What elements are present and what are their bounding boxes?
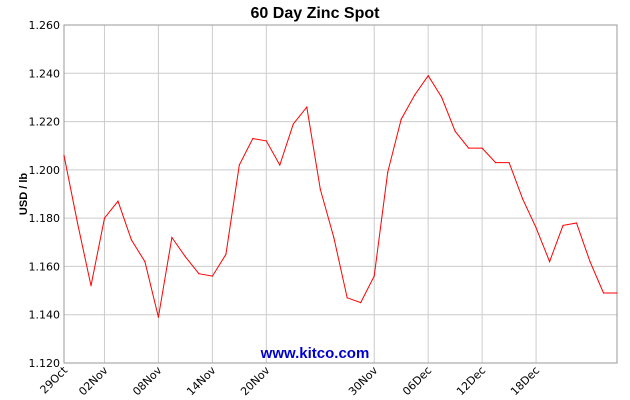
- data-point: [117, 200, 119, 202]
- data-point: [265, 140, 267, 142]
- x-tick-label: 06Dec: [400, 364, 434, 398]
- data-point: [333, 236, 335, 239]
- x-tick-label: 14Nov: [184, 364, 219, 399]
- data-point: [454, 130, 456, 132]
- data-point: [238, 164, 240, 166]
- data-point: [184, 256, 186, 258]
- data-point: [157, 316, 160, 318]
- data-point: [90, 285, 92, 287]
- x-tick-label: 08Nov: [130, 364, 165, 399]
- grid: [63, 24, 617, 364]
- data-point: [171, 236, 173, 239]
- data-point: [225, 253, 227, 255]
- data-point: [103, 217, 106, 219]
- data-point: [63, 154, 65, 156]
- data-point: [76, 222, 79, 224]
- chart-title: 60 Day Zinc Spot: [251, 5, 381, 22]
- y-tick-label: 1.260: [29, 19, 61, 32]
- data-point: [562, 224, 564, 226]
- data-point: [535, 227, 537, 229]
- data-point: [495, 162, 497, 164]
- x-tick-label: 30Nov: [346, 364, 381, 399]
- data-point: [589, 261, 591, 263]
- data-point: [144, 261, 146, 263]
- data-point: [130, 239, 133, 241]
- data-point: [319, 188, 321, 190]
- plot-border: [63, 24, 618, 364]
- data-point: [441, 96, 443, 99]
- data-point: [602, 292, 605, 294]
- y-tick-label: 1.120: [29, 357, 61, 370]
- data-point: [508, 162, 510, 164]
- data-point: [211, 275, 213, 277]
- y-tick-label: 1.240: [29, 67, 61, 80]
- x-tick-label: 20Nov: [238, 364, 273, 399]
- data-point: [414, 94, 416, 96]
- y-axis-label: USD / lb: [18, 173, 30, 215]
- series-line: [63, 74, 617, 318]
- x-tick-label: 02Nov: [76, 364, 111, 399]
- data-point: [360, 302, 362, 304]
- data-point: [198, 273, 200, 275]
- x-tick-label: 18Dec: [508, 364, 542, 398]
- data-point: [387, 171, 389, 173]
- data-point: [575, 222, 578, 224]
- data-point: [400, 118, 402, 120]
- data-point: [427, 75, 429, 77]
- data-point: [373, 275, 375, 277]
- y-axis: 1.120 1.140 1.160 1.180 1.200 1.220 1.240 1.260: [29, 19, 61, 370]
- y-tick-label: 1.220: [29, 116, 61, 129]
- data-point: [306, 106, 308, 108]
- y-tick-label: 1.160: [29, 260, 61, 273]
- data-point: [481, 147, 483, 149]
- y-tick-label: 1.140: [29, 309, 61, 322]
- x-tick-label: 12Dec: [454, 364, 488, 398]
- watermark: www.kitco.com: [260, 345, 370, 362]
- data-point: [292, 123, 294, 125]
- x-axis: 29Oct 02Nov 08Nov 14Nov 20Nov 30Nov 06Dec 12Dec…: [38, 363, 543, 398]
- data-point: [468, 147, 470, 149]
- data-point: [279, 164, 281, 166]
- data-point: [521, 198, 524, 200]
- y-tick-label: 1.180: [29, 212, 61, 225]
- data-point: [616, 292, 618, 294]
- series-group: [63, 74, 618, 318]
- data-point: [548, 261, 551, 263]
- data-point: [252, 137, 254, 140]
- y-tick-label: 1.200: [29, 164, 61, 177]
- data-point: [346, 297, 348, 299]
